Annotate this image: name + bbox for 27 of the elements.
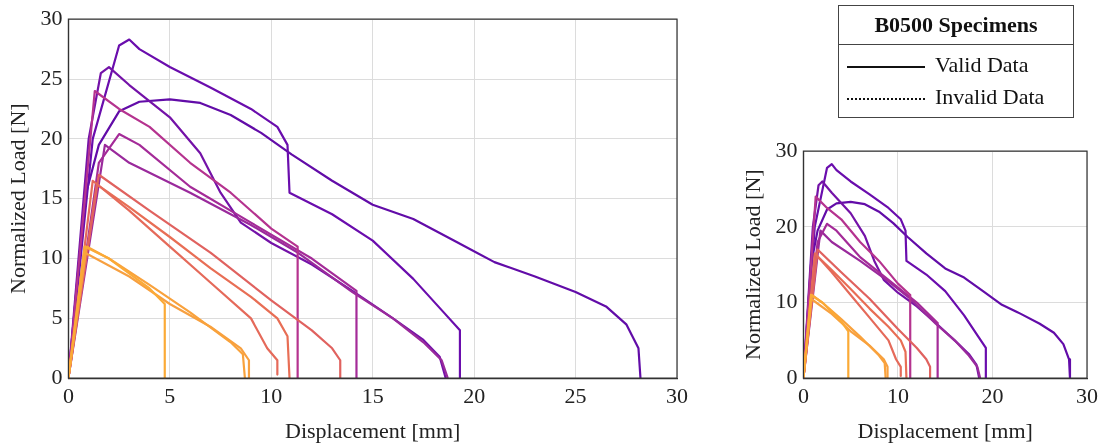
y-tick-label: 20	[40, 124, 63, 150]
y-tick-label: 20	[775, 212, 798, 238]
x-tick-label: 30	[1076, 383, 1098, 409]
y-tick-label: 5	[51, 304, 63, 330]
y-tick-label: 0	[51, 363, 63, 389]
x-tick-label: 25	[564, 383, 587, 409]
x-tick-label: 10	[886, 383, 909, 409]
text: B0500 Specimens	[839, 6, 1073, 45]
y-axis-title: Normalized Load [N]	[739, 169, 765, 360]
x-axis-title: Displacement [mm]	[857, 417, 1033, 443]
text: Valid Data	[935, 52, 1029, 77]
x-tick-label: 5	[164, 383, 176, 409]
y-tick-label: 10	[40, 244, 63, 270]
y-tick-label: 10	[775, 288, 798, 314]
x-tick-label: 15	[361, 383, 384, 409]
x-tick-label: 30	[666, 383, 688, 409]
y-tick-label: 15	[40, 184, 63, 210]
x-tick-label: 20	[981, 383, 1004, 409]
y-tick-label: 30	[40, 4, 63, 30]
x-tick-label: 20	[463, 383, 486, 409]
y-tick-label: 0	[786, 363, 798, 389]
y-axis-title: Normalized Load [N]	[4, 103, 30, 294]
text: Invalid Data	[935, 84, 1045, 109]
y-tick-label: 30	[775, 136, 798, 162]
y-tick-label: 25	[40, 64, 63, 90]
x-tick-label: 10	[260, 383, 283, 409]
x-axis-title: Displacement [mm]	[285, 417, 461, 443]
